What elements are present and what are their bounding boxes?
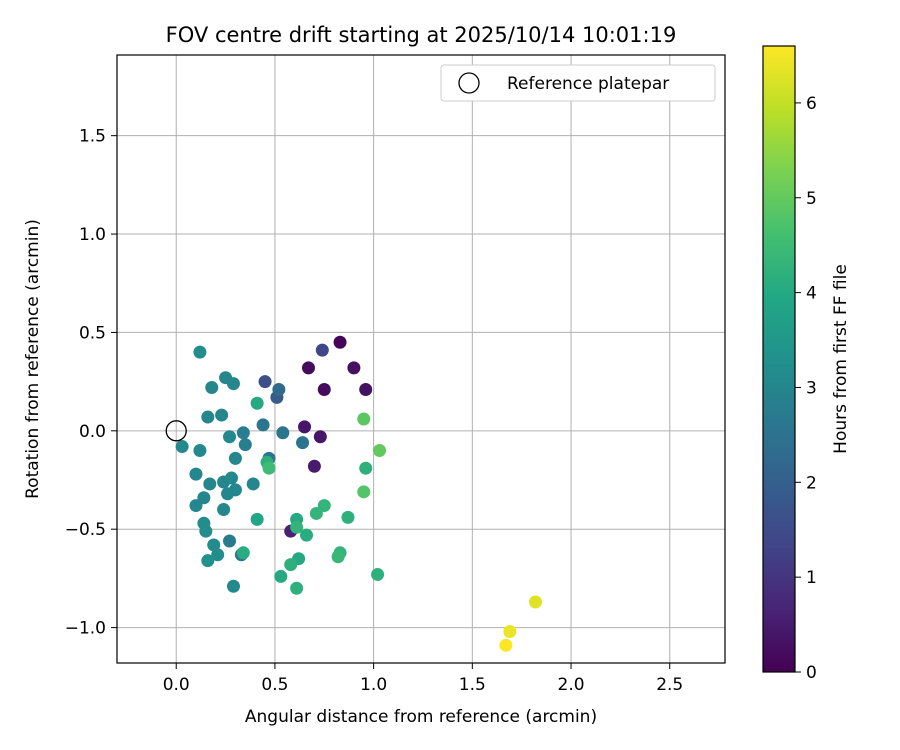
data-point — [238, 438, 252, 452]
data-point — [228, 451, 242, 465]
data-point — [226, 377, 240, 391]
data-point — [317, 499, 331, 513]
colorbar: 0 1 2 3 4 5 6 Hours from first FF file — [762, 45, 851, 683]
data-point — [211, 548, 225, 562]
data-point — [246, 477, 260, 491]
data-point — [317, 382, 331, 396]
data-point — [250, 512, 264, 526]
y-tick-label: 1.0 — [79, 225, 106, 245]
x-tick-label: 2.5 — [656, 675, 683, 695]
data-point — [262, 461, 276, 475]
data-point — [215, 408, 229, 422]
reference-platepar-marker — [165, 420, 187, 442]
data-point — [217, 503, 231, 517]
data-point — [224, 471, 238, 485]
y-tick-label: 0.5 — [79, 323, 106, 343]
data-point — [276, 426, 290, 440]
y-tick-label: −0.5 — [65, 520, 106, 540]
data-point — [315, 343, 329, 357]
data-point — [189, 499, 203, 513]
colorbar-tick-label: 0 — [806, 663, 817, 683]
data-point — [203, 477, 217, 491]
colorbar-tick-label: 5 — [806, 189, 817, 209]
data-point — [357, 412, 371, 426]
data-point — [309, 506, 323, 520]
y-tick-label: 0.0 — [79, 422, 106, 442]
data-points — [175, 335, 542, 652]
data-point — [197, 491, 211, 505]
data-point — [226, 579, 240, 593]
x-tick-label: 1.0 — [360, 675, 387, 695]
colorbar-label: Hours from first FF file — [831, 264, 851, 454]
x-axis-label: Angular distance from reference (arcmin) — [245, 707, 597, 727]
data-point — [307, 459, 321, 473]
data-point — [296, 436, 310, 450]
y-tick-label: 1.5 — [79, 127, 106, 147]
y-axis-ticks: −1.0 −0.5 0.0 0.5 1.0 1.5 — [65, 127, 117, 639]
data-point — [373, 443, 387, 457]
x-tick-label: 1.5 — [459, 675, 486, 695]
chart-title: FOV centre drift starting at 2025/10/14 … — [166, 23, 677, 47]
data-point — [290, 581, 304, 595]
plot-frame — [116, 54, 726, 664]
plot-area — [117, 55, 725, 663]
colorbar-tick-label: 1 — [806, 568, 817, 588]
colorbar-tick-label: 2 — [806, 473, 817, 493]
data-point — [236, 546, 250, 560]
data-point — [199, 524, 213, 538]
data-point — [290, 520, 304, 534]
data-point — [528, 595, 542, 609]
data-point — [313, 430, 327, 444]
data-point — [236, 426, 250, 440]
data-point — [298, 420, 312, 434]
legend: Reference platepar — [440, 64, 716, 102]
data-point — [207, 538, 221, 552]
legend-reference-marker — [458, 72, 480, 94]
data-point — [193, 345, 207, 359]
grid — [117, 55, 725, 663]
data-point — [333, 335, 347, 349]
x-axis-ticks: 0.0 0.5 1.0 1.5 2.0 2.5 — [163, 663, 683, 695]
data-point — [300, 528, 314, 542]
data-point — [503, 625, 517, 639]
colorbar-gradient — [762, 45, 796, 673]
data-point — [258, 375, 272, 389]
colorbar-ticks: 0 1 2 3 4 5 6 — [795, 94, 817, 683]
data-point — [256, 418, 270, 432]
data-point — [274, 569, 288, 583]
x-tick-label: 0.5 — [261, 675, 288, 695]
data-point — [301, 361, 315, 375]
colorbar-tick-label: 6 — [806, 94, 817, 114]
legend-box — [440, 64, 716, 102]
data-point — [359, 461, 373, 475]
y-tick-label: −1.0 — [65, 619, 106, 639]
data-point — [347, 361, 361, 375]
colorbar-tick-label: 3 — [806, 378, 817, 398]
data-point — [499, 638, 513, 652]
data-point — [357, 485, 371, 499]
y-axis-label: Rotation from reference (arcmin) — [23, 219, 43, 499]
x-tick-label: 0.0 — [163, 675, 190, 695]
data-point — [250, 396, 264, 410]
data-point — [331, 550, 345, 564]
data-point — [223, 534, 237, 548]
x-tick-label: 2.0 — [558, 675, 585, 695]
data-point — [189, 467, 203, 481]
data-point — [272, 382, 286, 396]
data-point — [221, 487, 235, 501]
data-point — [205, 381, 219, 395]
colorbar-tick-label: 4 — [806, 284, 817, 304]
data-point — [201, 410, 215, 424]
data-point — [175, 440, 189, 454]
legend-entry-reference-platepar: Reference platepar — [507, 74, 669, 94]
data-point — [284, 558, 298, 572]
data-point — [223, 430, 237, 444]
data-point — [341, 510, 355, 524]
data-point — [193, 443, 207, 457]
data-point — [201, 554, 215, 568]
data-point — [371, 567, 385, 581]
data-point — [359, 382, 373, 396]
